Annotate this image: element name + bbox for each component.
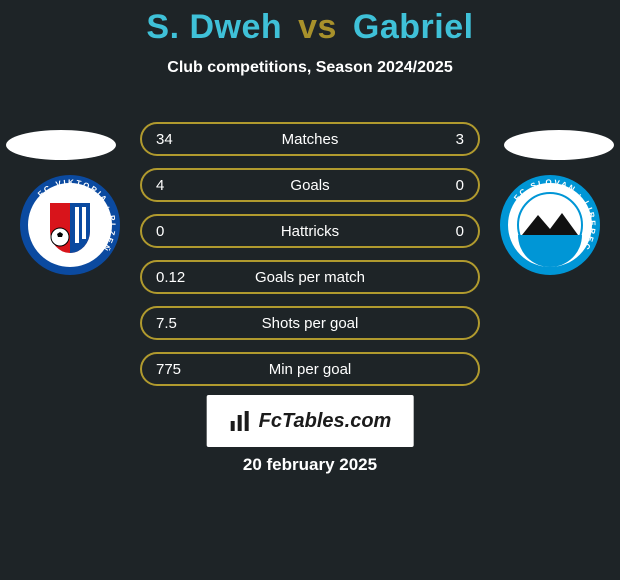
stat-row: 0 Hattricks 0 [140, 214, 480, 248]
stat-right-value: 3 [416, 131, 464, 148]
stat-left-value: 775 [156, 361, 204, 378]
stat-label: Goals [204, 177, 416, 194]
stat-label: Min per goal [204, 361, 416, 378]
player2-name: Gabriel [353, 8, 474, 46]
player2-silhouette-ellipse [504, 130, 614, 160]
stat-label: Matches [204, 131, 416, 148]
stats-table: 34 Matches 3 4 Goals 0 0 Hattricks 0 0.1… [140, 122, 480, 398]
stat-left-value: 7.5 [156, 315, 204, 332]
slovan-liberec-crest-icon: FC SLOVAN · LIBEREC [500, 175, 600, 275]
club-left-ring-text: FC VIKTORIA · PLZEŇ [36, 178, 117, 254]
stat-left-value: 34 [156, 131, 204, 148]
stat-row: 4 Goals 0 [140, 168, 480, 202]
brand-label: FcTables.com [259, 410, 392, 433]
stat-label: Goals per match [204, 269, 416, 286]
stat-left-value: 0 [156, 223, 204, 240]
stat-right-value: 0 [416, 223, 464, 240]
stat-left-value: 0.12 [156, 269, 204, 286]
subtitle: Club competitions, Season 2024/2025 [0, 59, 620, 77]
stat-right-value: 0 [416, 177, 464, 194]
svg-text:FC SLOVAN · LIBEREC: FC SLOVAN · LIBEREC [512, 178, 597, 253]
club-right-ring-text: FC SLOVAN · LIBEREC [512, 178, 597, 253]
bars-icon [229, 409, 253, 433]
club-logo-right: FC SLOVAN · LIBEREC [500, 175, 600, 275]
club-logo-left: FC VIKTORIA · PLZEŇ [20, 175, 120, 275]
stat-row: 7.5 Shots per goal [140, 306, 480, 340]
footer-date: 20 february 2025 [0, 455, 620, 475]
page-title: S. Dweh vs Gabriel [0, 0, 620, 47]
stat-left-value: 4 [156, 177, 204, 194]
vs-text: vs [298, 8, 337, 46]
player1-name: S. Dweh [146, 8, 282, 46]
viktoria-plzen-crest-icon: FC VIKTORIA · PLZEŇ [20, 175, 120, 275]
stat-row: 34 Matches 3 [140, 122, 480, 156]
stat-row: 0.12 Goals per match [140, 260, 480, 294]
fctables-brand-badge: FcTables.com [207, 395, 414, 447]
player1-silhouette-ellipse [6, 130, 116, 160]
svg-text:FC VIKTORIA · PLZEŇ: FC VIKTORIA · PLZEŇ [36, 178, 117, 254]
stat-label: Hattricks [204, 223, 416, 240]
stat-label: Shots per goal [204, 315, 416, 332]
stat-row: 775 Min per goal [140, 352, 480, 386]
